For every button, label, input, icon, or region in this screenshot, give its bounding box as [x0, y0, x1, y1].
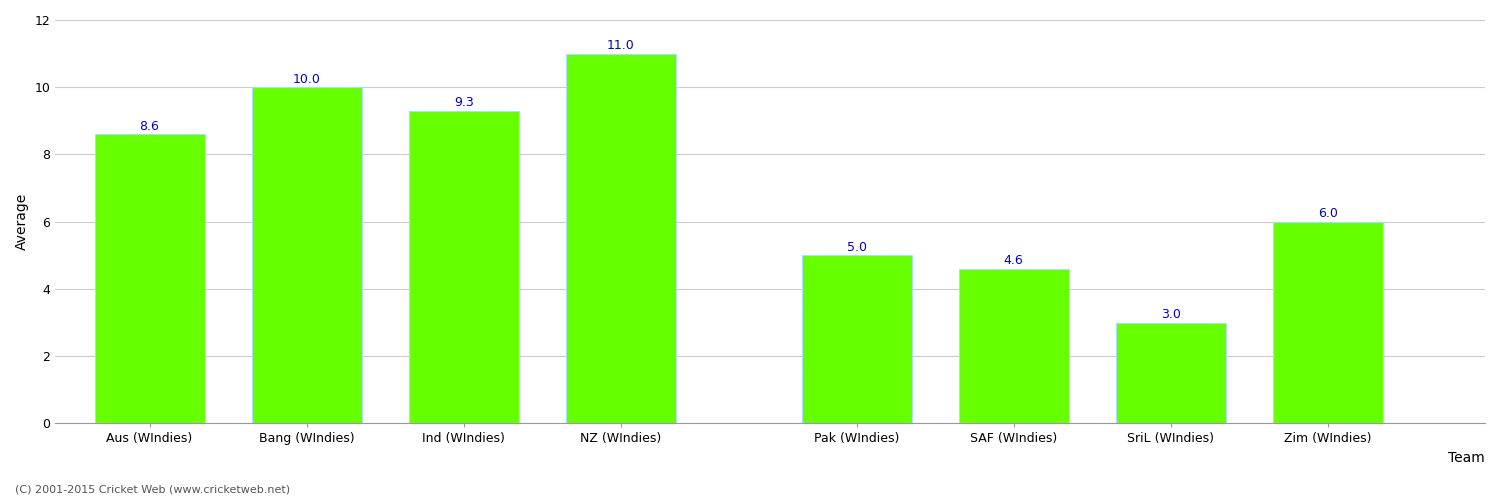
Text: 9.3: 9.3: [454, 96, 474, 109]
Text: 11.0: 11.0: [608, 39, 634, 52]
Text: 10.0: 10.0: [292, 72, 321, 86]
Bar: [566, 54, 676, 424]
X-axis label: Team: Team: [1448, 451, 1485, 465]
Text: 3.0: 3.0: [1161, 308, 1180, 321]
Text: 5.0: 5.0: [846, 240, 867, 254]
Bar: [801, 256, 912, 424]
Bar: [1274, 222, 1383, 424]
Text: 4.6: 4.6: [1004, 254, 1023, 267]
Text: 6.0: 6.0: [1318, 207, 1338, 220]
Bar: [94, 134, 204, 424]
Text: 8.6: 8.6: [140, 120, 159, 132]
Bar: [958, 269, 1068, 424]
Bar: [252, 87, 362, 424]
Bar: [410, 111, 519, 424]
Text: (C) 2001-2015 Cricket Web (www.cricketweb.net): (C) 2001-2015 Cricket Web (www.cricketwe…: [15, 485, 290, 495]
Bar: [1116, 322, 1226, 424]
Y-axis label: Average: Average: [15, 193, 28, 250]
